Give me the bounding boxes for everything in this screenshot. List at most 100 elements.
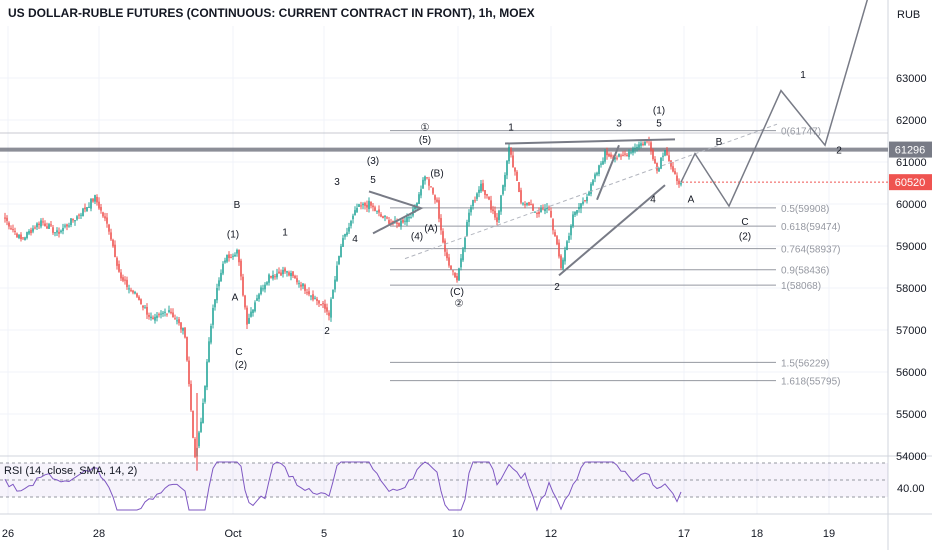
candle-body bbox=[662, 155, 664, 157]
candle-body bbox=[430, 186, 432, 188]
candle-body bbox=[186, 337, 188, 361]
candle-body bbox=[596, 172, 598, 175]
candle-body bbox=[176, 320, 178, 322]
candle-body bbox=[374, 207, 376, 212]
x-tick-label: 17 bbox=[678, 528, 690, 540]
candle-body bbox=[496, 217, 498, 222]
candle-body bbox=[6, 217, 8, 221]
candle-body bbox=[556, 236, 558, 245]
candle-body bbox=[52, 227, 54, 233]
candle-body bbox=[624, 153, 626, 155]
candle-body bbox=[490, 200, 492, 210]
candle-body bbox=[112, 239, 114, 247]
wave-label: C bbox=[235, 347, 242, 358]
candle-body bbox=[446, 252, 448, 259]
candle-body bbox=[660, 158, 662, 169]
candle-body bbox=[174, 318, 176, 320]
candle-body bbox=[198, 432, 200, 447]
candle-body bbox=[664, 150, 666, 156]
candle-body bbox=[270, 275, 272, 278]
candle-body bbox=[472, 199, 474, 207]
candle-body bbox=[602, 161, 604, 165]
candle-body bbox=[88, 206, 90, 208]
y-tick-label: 59000 bbox=[896, 241, 927, 253]
fib-level-label: 0.9(58436) bbox=[781, 266, 829, 277]
candle-body bbox=[134, 292, 136, 294]
wave-label: 4 bbox=[650, 195, 656, 206]
candle-body bbox=[300, 284, 302, 287]
candle-body bbox=[388, 220, 390, 224]
candle-body bbox=[102, 212, 104, 217]
candle-body bbox=[530, 204, 532, 206]
wave-label: B bbox=[234, 200, 241, 211]
candle-body bbox=[124, 279, 126, 281]
candle-body bbox=[250, 311, 252, 317]
candle-body bbox=[386, 217, 388, 219]
candle-body bbox=[676, 175, 678, 182]
wave-label: (3) bbox=[367, 156, 379, 167]
candle-body bbox=[220, 272, 222, 282]
candle-body bbox=[230, 257, 232, 259]
candle-body bbox=[418, 194, 420, 204]
candle-body bbox=[234, 254, 236, 257]
support-line bbox=[558, 184, 666, 277]
fib-level-label: 1(58068) bbox=[781, 281, 821, 292]
x-tick-label: 12 bbox=[545, 528, 557, 540]
candle-body bbox=[336, 265, 338, 281]
candle-body bbox=[172, 312, 174, 318]
candle-body bbox=[680, 183, 682, 185]
candle-body bbox=[356, 207, 358, 212]
candle-body bbox=[36, 223, 38, 228]
candle-body bbox=[40, 220, 42, 227]
candle-body bbox=[86, 207, 88, 212]
wave-label: (1) bbox=[653, 106, 665, 117]
candle-body bbox=[238, 249, 240, 263]
wave-label: (2) bbox=[235, 360, 247, 371]
wave-label: 1 bbox=[282, 228, 288, 239]
candle-body bbox=[658, 167, 660, 172]
y-tick-label: 60000 bbox=[896, 199, 927, 211]
candle-body bbox=[466, 221, 468, 237]
candle-body bbox=[540, 208, 542, 213]
candle-body bbox=[654, 158, 656, 164]
candle-body bbox=[306, 292, 308, 294]
candle-body bbox=[24, 237, 26, 240]
dashed-trendline bbox=[404, 123, 778, 260]
candle-body bbox=[558, 242, 560, 257]
candle-body bbox=[132, 290, 134, 293]
candle-body bbox=[616, 157, 618, 159]
candle-body bbox=[420, 189, 422, 196]
wave-label: C bbox=[741, 217, 748, 228]
candle-body bbox=[370, 201, 372, 206]
candle-body bbox=[578, 206, 580, 210]
candle-body bbox=[216, 288, 218, 301]
candle-body bbox=[182, 327, 184, 331]
fib-level-label: 1.618(55795) bbox=[781, 377, 841, 388]
wave-label: (C) bbox=[450, 287, 464, 298]
candle-body bbox=[502, 185, 504, 195]
candle-body bbox=[408, 216, 410, 219]
candle-body bbox=[84, 207, 86, 210]
candle-body bbox=[48, 224, 50, 229]
candle-body bbox=[296, 278, 298, 283]
wave-label: 4 bbox=[352, 234, 358, 245]
candle-body bbox=[326, 307, 328, 312]
candle-body bbox=[252, 309, 254, 314]
candle-body bbox=[12, 229, 14, 231]
candle-body bbox=[94, 195, 96, 202]
wave-label: 1 bbox=[800, 70, 806, 81]
candle-body bbox=[588, 192, 590, 196]
candle-body bbox=[414, 206, 416, 210]
candle-body bbox=[200, 421, 202, 432]
candle-body bbox=[352, 215, 354, 220]
candle-body bbox=[462, 249, 464, 261]
candle-body bbox=[146, 306, 148, 315]
candle-body bbox=[406, 216, 408, 223]
x-tick-label: 28 bbox=[93, 528, 105, 540]
candle-body bbox=[440, 217, 442, 231]
candle-body bbox=[572, 214, 574, 227]
candle-body bbox=[68, 225, 70, 227]
candle-body bbox=[410, 217, 412, 219]
